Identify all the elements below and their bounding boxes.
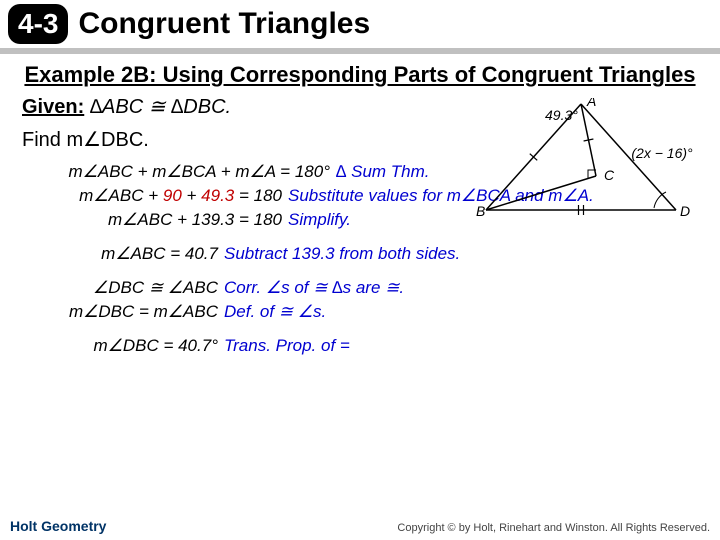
svg-text:A: A [586, 98, 596, 109]
proof-reason: ∆ Sum Thm. [330, 162, 430, 182]
footer-left: Holt Geometry [10, 518, 106, 534]
svg-text:D: D [680, 203, 690, 219]
proof-statement: m∠ABC + 90 + 49.3 = 180 [22, 186, 282, 206]
svg-text:49.3°: 49.3° [545, 107, 578, 123]
triangle-diagram: A B C D 49.3° (2x − 16)° [466, 98, 696, 228]
proof-statement: m∠DBC = m∠ABC [22, 302, 218, 322]
footer-right: Copyright © by Holt, Rinehart and Winsto… [397, 522, 710, 534]
header-title: Congruent Triangles [78, 7, 370, 41]
svg-text:B: B [476, 203, 485, 219]
proof-statement: m∠ABC + m∠BCA + m∠A = 180° [22, 162, 330, 182]
given-text: ∆ABC ≅ ∆DBC. [90, 96, 231, 118]
proof-statement: m∠ABC + 139.3 = 180 [22, 210, 282, 230]
header: 4-3 Congruent Triangles [0, 0, 720, 54]
example-title: Example 2B: Using Corresponding Parts of… [0, 54, 720, 94]
svg-text:(2x − 16)°: (2x − 16)° [631, 145, 693, 161]
proof-statement: m∠DBC = 40.7° [22, 336, 218, 356]
proof-statement: m∠ABC = 40.7 [22, 244, 218, 264]
given-label: Given: [22, 96, 84, 118]
proof-reason: Trans. Prop. of = [218, 336, 350, 356]
proof-reason: Corr. ∠s of ≅ ∆s are ≅. [218, 278, 404, 298]
proof-line: m∠DBC = m∠ABCDef. of ≅ ∠s. [22, 302, 698, 322]
proof-line: m∠ABC = 40.7Subtract 139.3 from both sid… [22, 244, 698, 264]
proof-line: ∠DBC ≅ ∠ABCCorr. ∠s of ≅ ∆s are ≅. [22, 278, 698, 298]
proof-reason: Simplify. [282, 210, 351, 230]
proof-reason: Def. of ≅ ∠s. [218, 302, 326, 322]
proof-line: m∠DBC = 40.7°Trans. Prop. of = [22, 336, 698, 356]
proof-statement: ∠DBC ≅ ∠ABC [22, 278, 218, 298]
svg-text:C: C [604, 167, 615, 183]
section-number: 4-3 [8, 4, 68, 44]
proof-reason: Subtract 139.3 from both sides. [218, 244, 460, 264]
